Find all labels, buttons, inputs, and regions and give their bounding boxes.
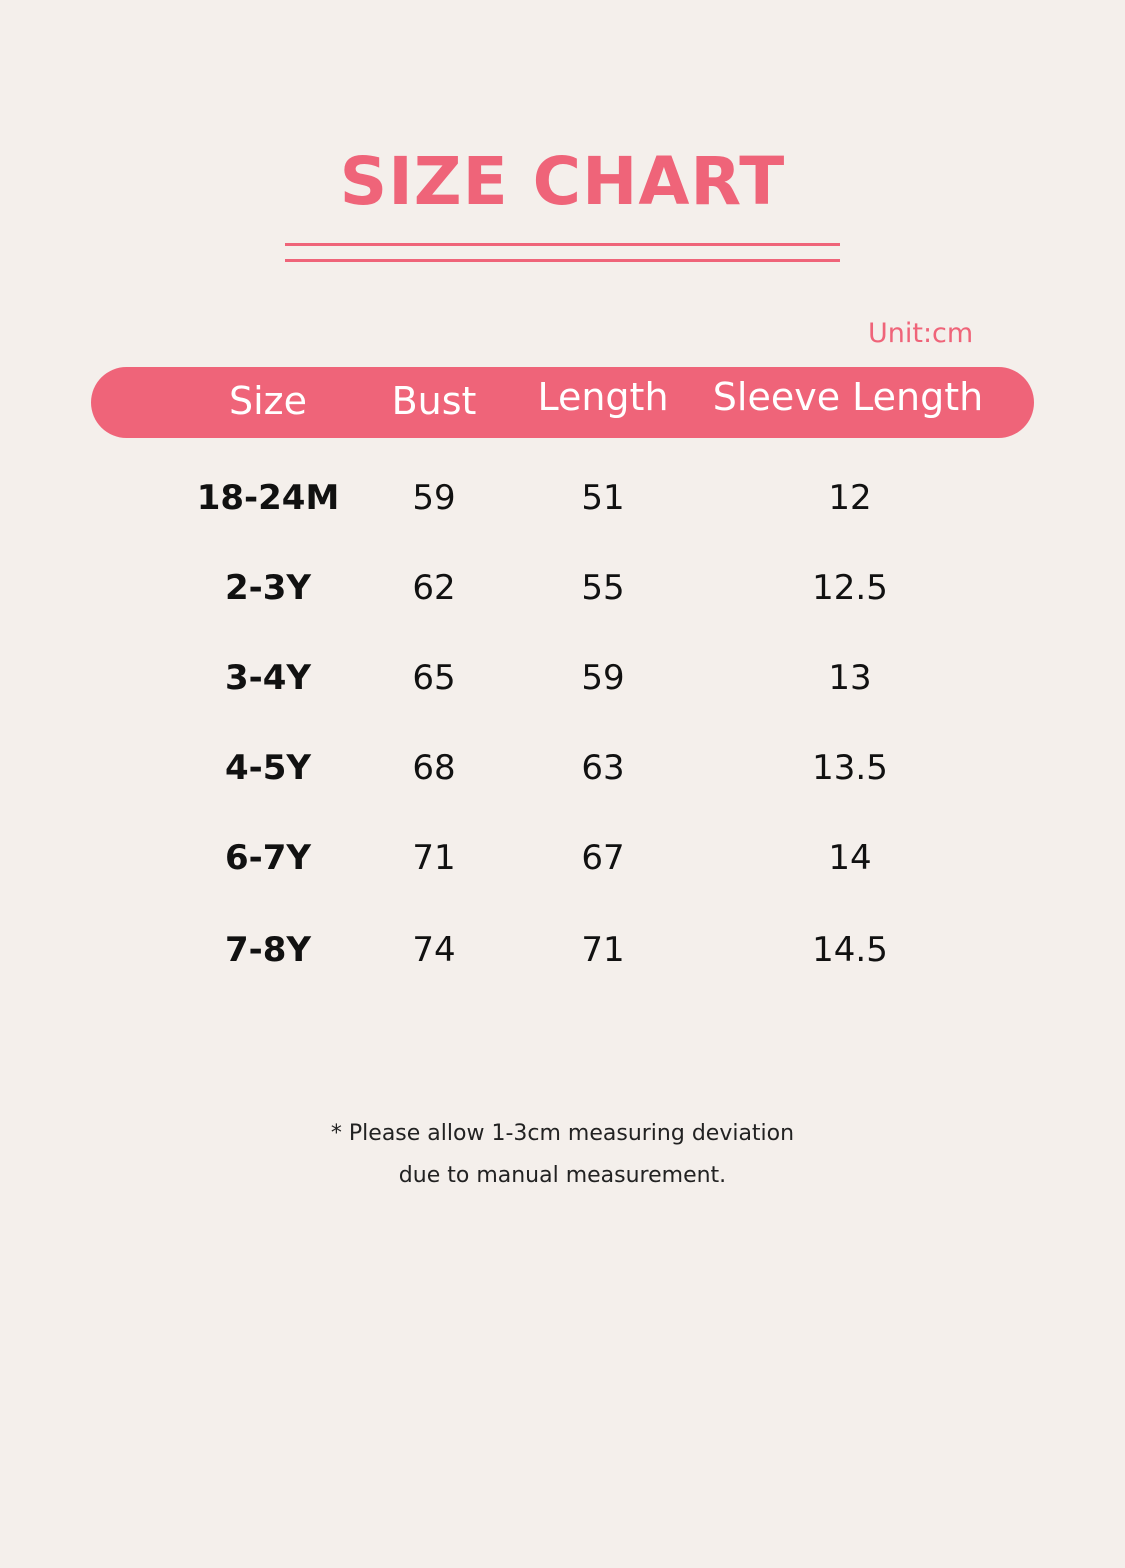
title-divider-bottom <box>285 259 840 262</box>
cell-sleeve-length: 13 <box>828 658 872 698</box>
cell-size: 18-24M <box>196 478 340 518</box>
table-header: Size Bust Length Sleeve Length <box>91 367 1034 438</box>
cell-sleeve-length: 12 <box>828 478 872 518</box>
cell-size: 2-3Y <box>224 568 312 608</box>
cell-length: 71 <box>581 930 625 970</box>
cell-bust: 65 <box>412 658 456 698</box>
column-header-sleeve-length: Sleeve Length <box>712 375 984 419</box>
cell-size: 4-5Y <box>224 748 312 788</box>
note-line-1: * Please allow 1-3cm measuring deviation <box>330 1121 795 1146</box>
cell-sleeve-length: 13.5 <box>812 748 888 788</box>
cell-size: 6-7Y <box>224 838 312 878</box>
cell-length: 51 <box>581 478 625 518</box>
page-title: SIZE CHART <box>339 143 786 220</box>
cell-bust: 68 <box>412 748 456 788</box>
title-divider-top <box>285 243 840 246</box>
cell-sleeve-length: 12.5 <box>812 568 888 608</box>
cell-bust: 74 <box>412 930 456 970</box>
note-line-2: due to manual measurement. <box>398 1163 727 1188</box>
column-header-bust: Bust <box>391 379 477 423</box>
cell-bust: 62 <box>412 568 456 608</box>
cell-sleeve-length: 14 <box>828 838 872 878</box>
cell-length: 67 <box>581 838 625 878</box>
unit-label: Unit:cm <box>868 318 974 349</box>
cell-size: 3-4Y <box>224 658 312 698</box>
cell-length: 59 <box>581 658 625 698</box>
cell-length: 63 <box>581 748 625 788</box>
cell-sleeve-length: 14.5 <box>812 930 888 970</box>
column-header-size: Size <box>228 379 308 423</box>
cell-bust: 71 <box>412 838 456 878</box>
cell-size: 7-8Y <box>224 930 312 970</box>
cell-bust: 59 <box>412 478 456 518</box>
column-header-length: Length <box>537 375 669 419</box>
cell-length: 55 <box>581 568 625 608</box>
